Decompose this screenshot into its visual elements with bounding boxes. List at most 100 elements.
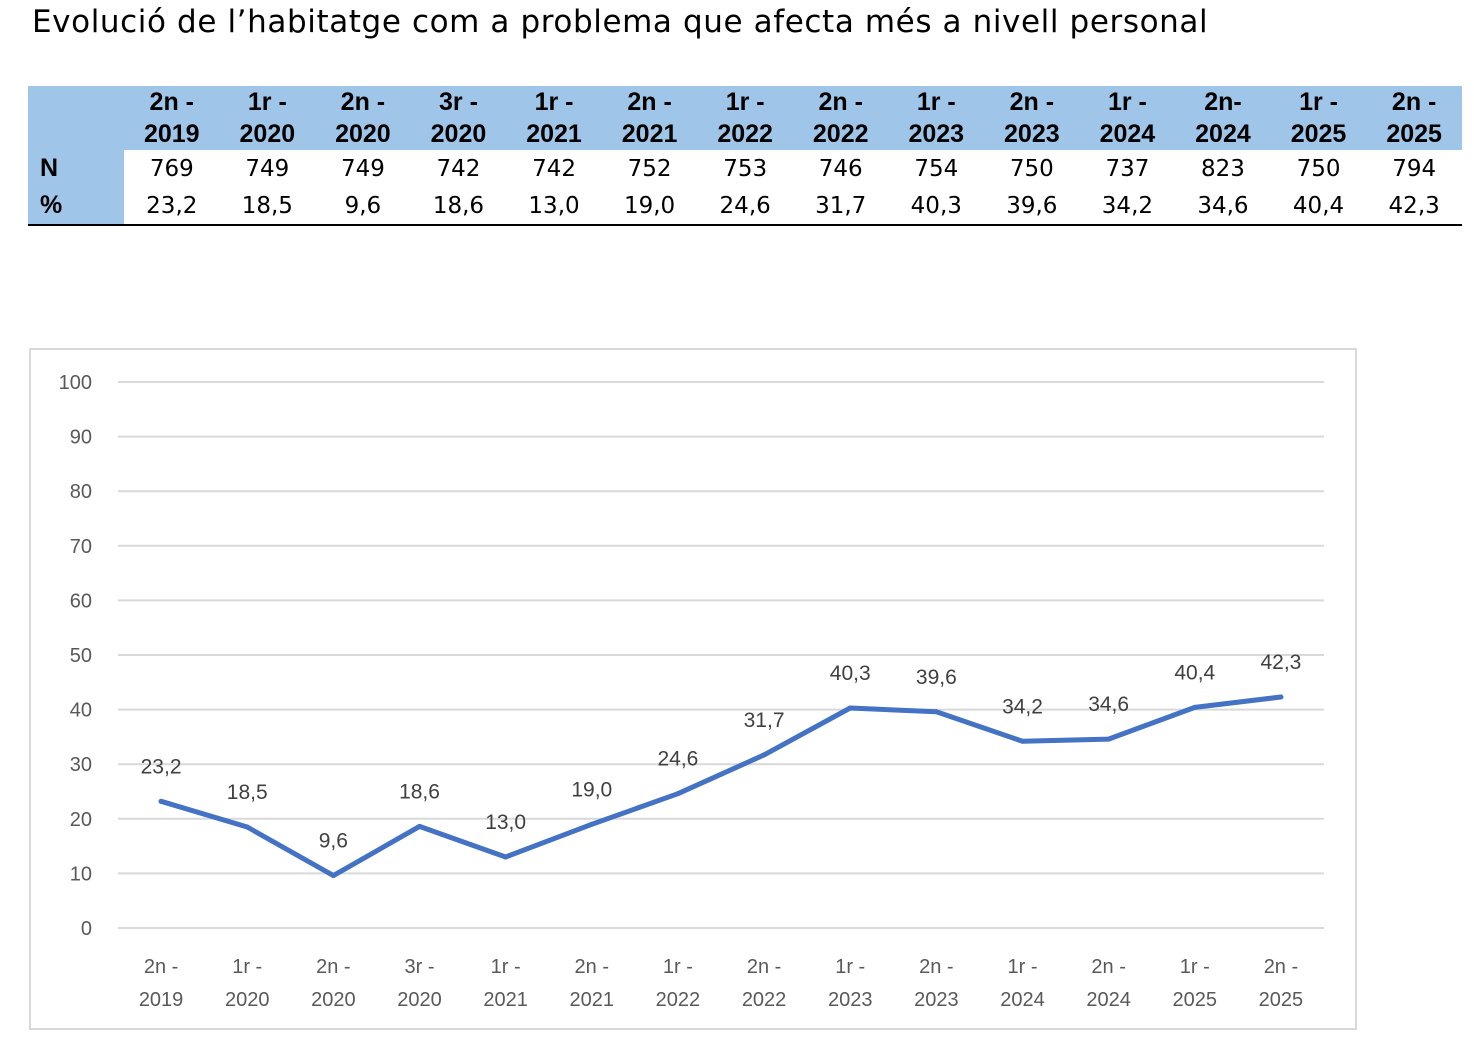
table-cell: 742 (436, 155, 481, 182)
header-year-label: 2023 (908, 120, 965, 148)
x-tick-label: 2022 (656, 989, 701, 1011)
data-label: 13,0 (485, 811, 526, 834)
table-cell: 23,2 (124, 187, 220, 226)
table-cell: 750 (1296, 155, 1341, 182)
header-period-label: 2n - (818, 88, 863, 116)
x-tick-label: 1r - (1008, 956, 1038, 978)
data-label: 40,4 (1174, 661, 1215, 684)
y-tick-label: 100 (59, 372, 92, 394)
x-tick-label: 1r - (663, 956, 693, 978)
header-period-label: 1r - (1107, 88, 1147, 116)
data-point (933, 709, 939, 715)
data-point (675, 791, 681, 797)
data-point (761, 752, 767, 758)
x-tick-label: 2025 (1259, 989, 1304, 1011)
y-tick-label: 40 (70, 700, 92, 722)
line-chart: 0 10 20 30 40 50 60 70 80 90 100 2n - 2019 1r - 2020 2n… (59, 372, 1324, 1011)
header-period-label: 1r - (725, 88, 765, 116)
header-period-label: 2n - (149, 88, 194, 116)
data-table: 2n - 2019 1r - 2020 2n - 2020 3r - 2020 1r - 2021… (28, 86, 1462, 226)
table-header-cell: 1r - 2021 (506, 86, 602, 150)
table-cell: 9,6 (315, 187, 411, 226)
table-cell: 752 (627, 155, 672, 182)
x-tick-label: 1r - (835, 956, 865, 978)
data-label: 34,2 (1002, 695, 1043, 718)
header-year-label: 2023 (1004, 120, 1060, 148)
x-tick-label: 1r - (1180, 956, 1210, 978)
header-period-label: 1r - (534, 88, 574, 116)
header-year-label: 2020 (335, 120, 391, 148)
header-year-label: 2021 (526, 120, 582, 148)
page-title: Evolució de l’habitatge com a problema q… (32, 4, 1209, 40)
data-point (1192, 704, 1198, 710)
table-header-cell: 1r - 2020 (219, 86, 316, 150)
table-header-cell: 2n - 2019 (124, 86, 220, 150)
y-tick-label: 10 (70, 863, 92, 885)
table-header-row: 2n - 2019 1r - 2020 2n - 2020 3r - 2020 1r - 2021… (28, 86, 1462, 150)
table-cell: 34,6 (1175, 187, 1271, 226)
table-cell: 18,5 (219, 187, 316, 226)
header-year-label: 2022 (717, 120, 773, 148)
data-label: 18,5 (227, 781, 268, 804)
table-cell: 794 (1392, 155, 1437, 182)
table-cell: 42,3 (1366, 187, 1462, 226)
table-header-cell: 1r - 2022 (697, 86, 793, 150)
data-label: 24,6 (657, 748, 698, 771)
data-point (1106, 736, 1112, 742)
header-period-label: 2n - (1391, 88, 1437, 116)
x-tick-label: 2020 (311, 989, 356, 1011)
table-cell: 737 (1105, 155, 1150, 182)
header-period-label: 1r - (1299, 88, 1338, 116)
header-period-label: 3r - (439, 88, 478, 116)
header-period-label: 2n - (627, 88, 672, 116)
data-point (847, 705, 853, 711)
data-point (330, 873, 336, 879)
y-tick-label: 0 (81, 918, 92, 940)
table-cell: 746 (818, 155, 863, 182)
header-period-label: 1r - (247, 88, 287, 116)
table-header-cell: 2n - 2023 (984, 86, 1080, 150)
header-period-label: 2n- (1204, 88, 1242, 116)
y-tick-label: 90 (70, 427, 92, 449)
x-tick-label: 2020 (397, 989, 442, 1011)
x-tick-label: 3r - (405, 956, 435, 978)
x-tick-label: 1r - (491, 956, 521, 978)
x-tick-label: 1r - (232, 956, 262, 978)
header-year-label: 2024 (1195, 120, 1251, 148)
table-cell: 40,3 (888, 187, 985, 226)
header-period-label: 1r - (916, 88, 956, 116)
table-header-cell: 2n - 2020 (315, 86, 411, 150)
series-line (158, 694, 1284, 879)
row-label: N (28, 150, 124, 187)
x-tick-label: 2021 (570, 989, 615, 1011)
table-cell: 753 (723, 155, 768, 182)
x-tick-label: 2n - (1264, 956, 1298, 978)
chart-frame: 0 10 20 30 40 50 60 70 80 90 100 2n - 2019 1r - 2020 2n… (29, 348, 1357, 1030)
data-point (589, 821, 595, 827)
header-period-label: 2n - (1009, 88, 1055, 116)
x-tick-label: 2n - (144, 956, 178, 978)
header-year-label: 2020 (430, 120, 487, 148)
table-cell: 13,0 (506, 187, 602, 226)
table-cell: 40,4 (1270, 187, 1367, 226)
table-header-cell: 2n - 2025 (1366, 86, 1462, 150)
y-tick-label: 60 (70, 590, 92, 612)
table-header-cell: 1r - 2024 (1079, 86, 1176, 150)
x-tick-label: 2n - (575, 956, 609, 978)
table-cell: 18,6 (410, 187, 507, 226)
data-label: 40,3 (830, 662, 871, 685)
header-year-label: 2025 (1386, 120, 1442, 148)
x-tick-label: 2n - (747, 956, 781, 978)
header-year-label: 2019 (143, 120, 200, 148)
table-header-cell: 3r - 2020 (410, 86, 507, 150)
y-tick-label: 30 (70, 754, 92, 776)
table-row: % 23,2 18,5 9,6 18,6 13,0 19,0 24,6 31,7 40,3 39,6… (28, 187, 1462, 226)
data-label: 18,6 (399, 780, 440, 803)
y-tick-label: 50 (70, 645, 92, 667)
x-tick-label: 2024 (1000, 989, 1045, 1011)
y-tick-label: 20 (70, 809, 92, 831)
header-year-label: 2021 (621, 120, 678, 148)
table-header-cell: 1r - 2023 (888, 86, 985, 150)
header-year-label: 2022 (812, 120, 869, 148)
table-cell: 39,6 (984, 187, 1080, 226)
